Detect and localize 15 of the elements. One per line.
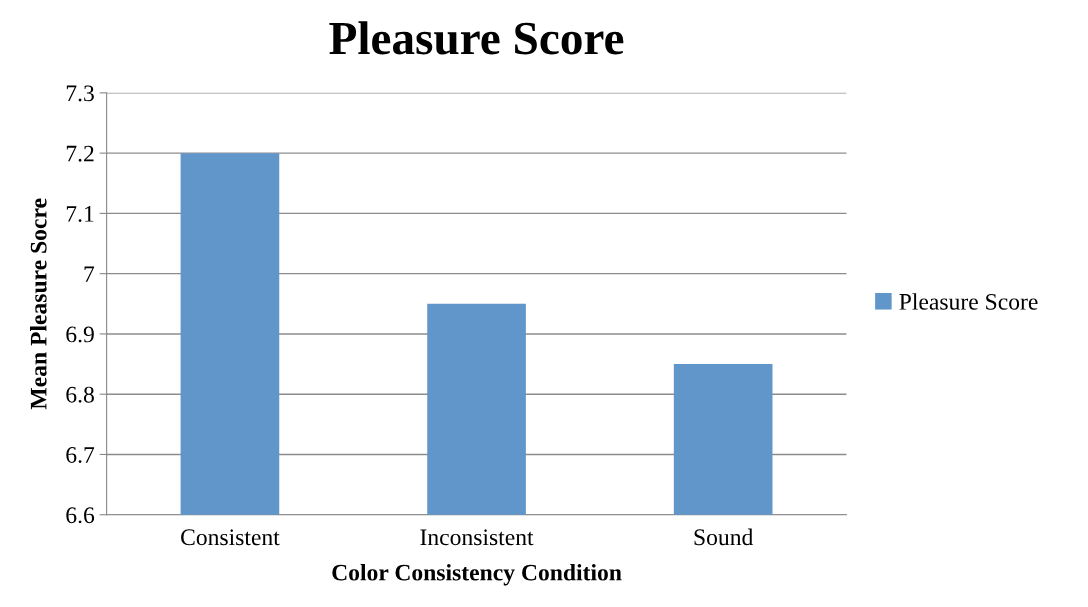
x-tick-label: Consistent bbox=[181, 529, 280, 546]
legend-label: Pleasure Score bbox=[899, 293, 1038, 310]
y-tick-label: 7.1 bbox=[66, 206, 94, 222]
y-tick-label: 6.7 bbox=[66, 447, 95, 463]
y-tick-label: 6.9 bbox=[66, 326, 94, 343]
x-tick-label: Inconsistent bbox=[420, 529, 534, 546]
x-axis-title: Color Consistency Condition bbox=[332, 563, 622, 586]
y-tick-label: 7.3 bbox=[66, 85, 94, 102]
y-axis-title: Mean Pleasure Socre bbox=[30, 198, 47, 410]
y-tick-label: 6.6 bbox=[66, 507, 95, 524]
y-tick-label: 6.8 bbox=[66, 386, 94, 403]
x-tick-label: Sound bbox=[694, 528, 754, 546]
y-tick-label: 7 bbox=[84, 266, 95, 282]
chart-title: Pleasure Score bbox=[329, 21, 624, 55]
y-tick-label: 7.2 bbox=[66, 145, 94, 162]
